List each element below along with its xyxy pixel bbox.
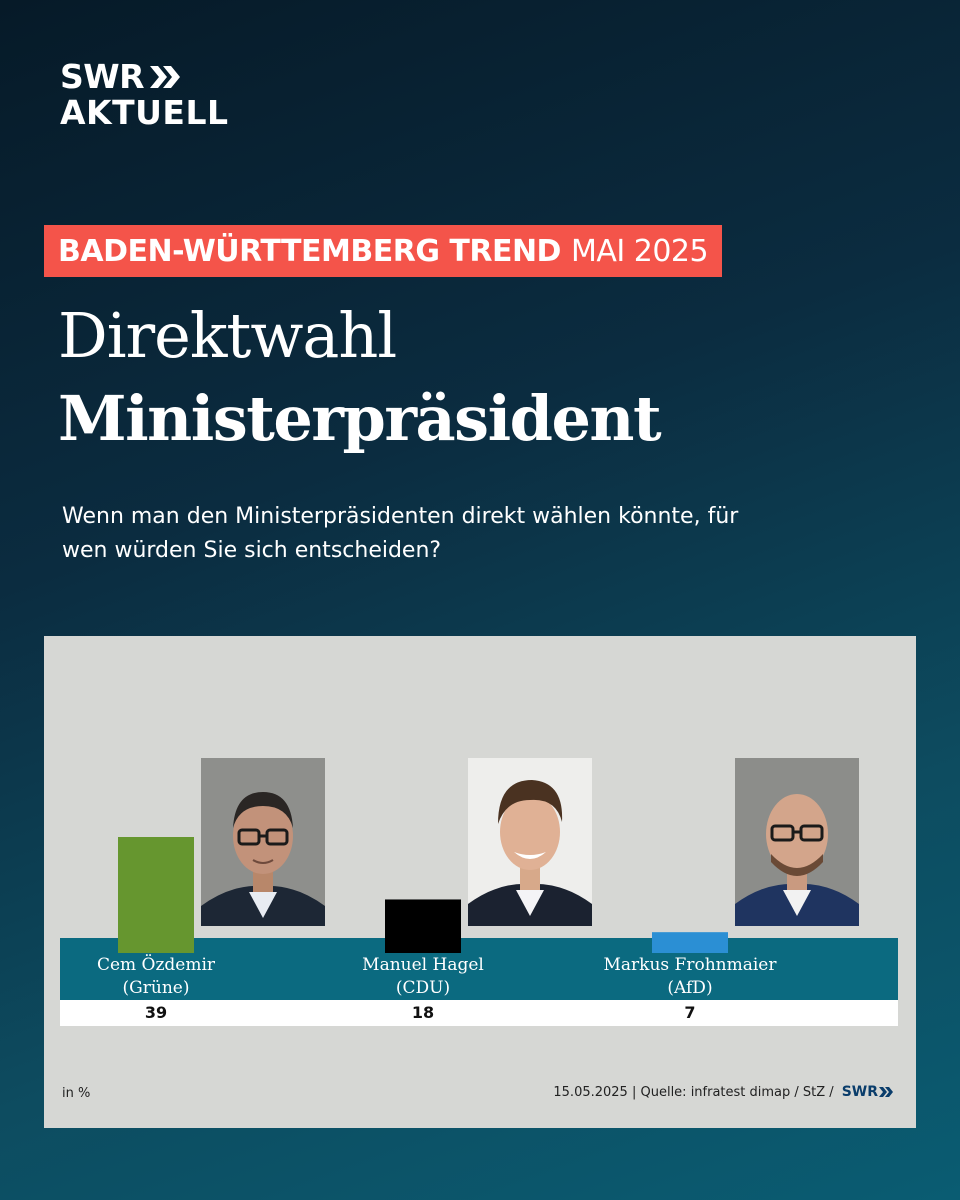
source-divider: | xyxy=(627,1084,641,1100)
candidate-party: (CDU) xyxy=(395,978,451,998)
bar-hagel xyxy=(385,899,461,953)
tag-month-text: MAI 2025 xyxy=(570,233,709,269)
candidate-party: (Grüne) xyxy=(122,978,190,998)
chart-panel: Cem Özdemir (Grüne) Manuel Hagel (CDU) M… xyxy=(44,636,916,1128)
survey-tag: BADEN-WÜRTTEMBERG TREND MAI 2025 xyxy=(44,225,723,277)
source-date: 15.05.2025 xyxy=(553,1084,628,1100)
swr-brand-text: SWR xyxy=(841,1084,878,1100)
candidate-name: Cem Özdemir xyxy=(96,955,216,975)
candidate-label-hagel: Manuel Hagel (CDU) xyxy=(318,954,528,1000)
bar-frohnmaier xyxy=(652,932,728,953)
unit-label: in % xyxy=(62,1086,91,1101)
candidate-name: Manuel Hagel xyxy=(362,955,484,975)
candidate-label-band xyxy=(60,938,898,1000)
swr-aktuell-logo: SWR AKTUELL xyxy=(60,60,229,132)
bar-oezdemir xyxy=(118,837,194,953)
candidate-label-oezdemir: Cem Özdemir (Grüne) xyxy=(51,954,261,1000)
portrait-frohnmaier xyxy=(735,758,859,926)
value-label-frohnmaier: 7 xyxy=(684,1003,696,1022)
source-line: 15.05.2025 | Quelle: infratest dimap / S… xyxy=(553,1084,894,1100)
value-band xyxy=(60,1000,898,1026)
logo-swr-text: SWR xyxy=(60,57,145,96)
double-chevron-icon xyxy=(879,1087,893,1097)
value-label-hagel: 18 xyxy=(411,1003,435,1022)
swr-brand: SWR xyxy=(842,1084,894,1100)
candidate-name: Markus Frohnmaier xyxy=(603,955,777,975)
tag-bold-text: BADEN-WÜRTTEMBERG TREND xyxy=(58,233,561,269)
source-text: Quelle: infratest dimap / StZ / xyxy=(640,1084,834,1100)
survey-question: Wenn man den Ministerpräsidenten direkt … xyxy=(62,504,739,563)
page-title-line1: Direktwahl xyxy=(58,299,397,372)
candidate-label-frohnmaier: Markus Frohnmaier (AfD) xyxy=(585,954,795,1000)
candidate-party: (AfD) xyxy=(667,978,713,998)
logo-aktuell-text: AKTUELL xyxy=(60,93,229,132)
portrait-oezdemir xyxy=(201,758,325,926)
value-label-oezdemir: 39 xyxy=(144,1003,168,1022)
portrait-hagel xyxy=(468,758,592,926)
page-title-line2: Ministerpräsident xyxy=(58,382,662,455)
bar-chart xyxy=(118,837,728,953)
double-chevron-icon xyxy=(150,66,181,88)
